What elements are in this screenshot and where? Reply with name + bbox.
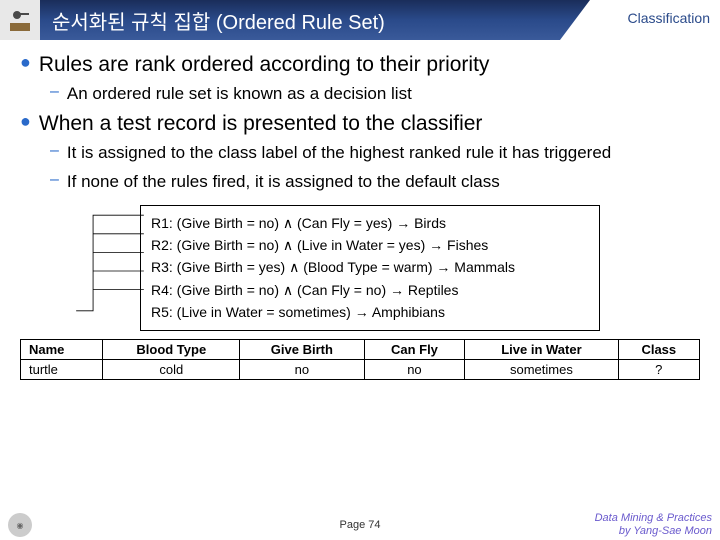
bullet-1: ● Rules are rank ordered according to th… (20, 52, 700, 77)
dash-icon: – (50, 142, 59, 160)
slide-footer: ◉ Page 74 Data Mining & Practices by Yan… (0, 510, 720, 540)
bullet-1-sub-1: – An ordered rule set is known as a deci… (50, 83, 700, 105)
td-birth: no (240, 359, 365, 379)
bullet-icon: ● (20, 52, 31, 74)
bullet-2-sub-2: – If none of the rules fired, it is assi… (50, 171, 700, 193)
bullet-2-sub-1: – It is assigned to the class label of t… (50, 142, 700, 164)
th-class: Class (618, 339, 699, 359)
th-fly: Can Fly (364, 339, 465, 359)
footer-credit: Data Mining & Practices by Yang-Sae Moon (595, 512, 712, 538)
bullet-2-text: When a test record is presented to the c… (39, 111, 483, 136)
rule-r2: R2: (Give Birth = no) ∧ (Live in Water =… (151, 234, 589, 256)
table-row: turtle cold no no sometimes ? (21, 359, 700, 379)
td-fly: no (364, 359, 465, 379)
bullet-1-sub-1-text: An ordered rule set is known as a decisi… (67, 83, 412, 105)
rule-r1: R1: (Give Birth = no) ∧ (Can Fly = yes) … (151, 212, 589, 234)
dash-icon: – (50, 83, 59, 101)
credit-line-1: Data Mining & Practices (595, 512, 712, 525)
bullet-2: ● When a test record is presented to the… (20, 111, 700, 136)
test-record-table: Name Blood Type Give Birth Can Fly Live … (20, 339, 700, 380)
bullet-2-sub-1-text: It is assigned to the class label of the… (67, 142, 611, 164)
rules-diagram: R1: (Give Birth = no) ∧ (Can Fly = yes) … (60, 205, 700, 331)
slide-header: 순서화된 규칙 집합 (Ordered Rule Set) (0, 0, 720, 40)
credit-line-2: by Yang-Sae Moon (595, 525, 712, 538)
bullet-1-text: Rules are rank ordered according to thei… (39, 52, 490, 77)
rule-r3: R3: (Give Birth = yes) ∧ (Blood Type = w… (151, 256, 589, 278)
rule-r4: R4: (Give Birth = no) ∧ (Can Fly = no) →… (151, 279, 589, 301)
th-water: Live in Water (465, 339, 618, 359)
bullet-icon: ● (20, 111, 31, 133)
page-number: Page 74 (340, 519, 381, 531)
connector-lines (70, 205, 150, 315)
slide-title: 순서화된 규칙 집합 (Ordered Rule Set) (40, 6, 385, 35)
th-blood: Blood Type (103, 339, 240, 359)
footer-logo-icon: ◉ (8, 513, 32, 537)
td-name: turtle (21, 359, 103, 379)
th-birth: Give Birth (240, 339, 365, 359)
classification-tag: Classification (628, 10, 710, 26)
header-icon (0, 0, 40, 40)
td-water: sometimes (465, 359, 618, 379)
rule-r5: R5: (Live in Water = sometimes) → Amphib… (151, 301, 589, 323)
td-class: ? (618, 359, 699, 379)
bullet-2-sub-2-text: If none of the rules fired, it is assign… (67, 171, 500, 193)
dash-icon: – (50, 171, 59, 189)
td-blood: cold (103, 359, 240, 379)
table-header-row: Name Blood Type Give Birth Can Fly Live … (21, 339, 700, 359)
slide-content: ● Rules are rank ordered according to th… (0, 40, 720, 380)
rules-box: R1: (Give Birth = no) ∧ (Can Fly = yes) … (140, 205, 600, 331)
th-name: Name (21, 339, 103, 359)
